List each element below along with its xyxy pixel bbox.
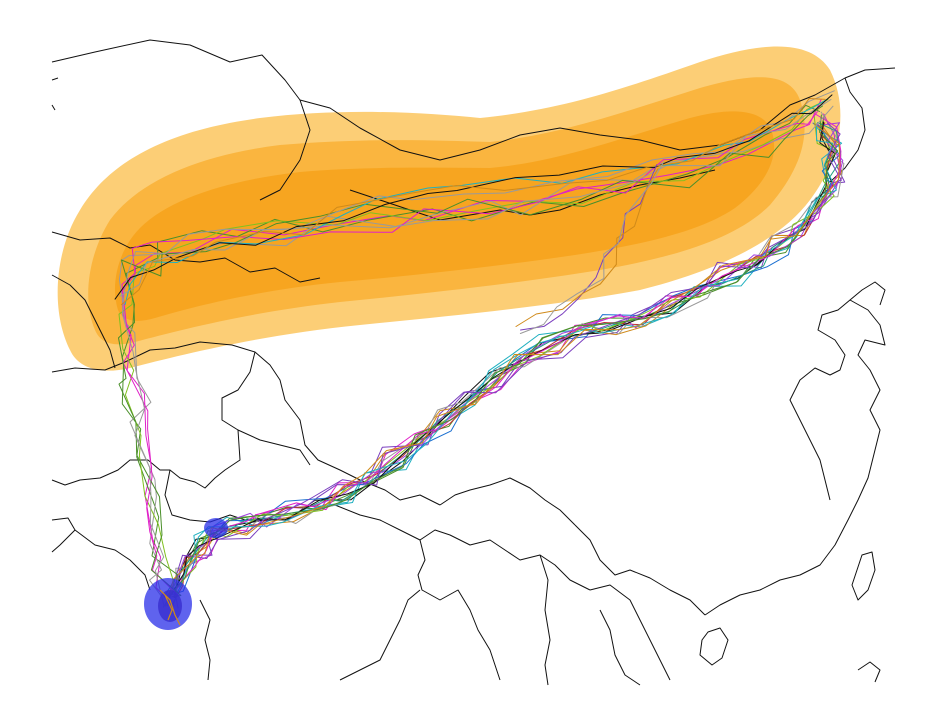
border-line [829, 77, 866, 183]
migration-track-east [168, 113, 843, 598]
border-line [334, 504, 591, 591]
border-line [439, 477, 576, 526]
border-line [51, 77, 59, 81]
border-line [857, 661, 881, 683]
border-line [539, 554, 551, 686]
migration-track-east [171, 122, 842, 596]
border-line [704, 299, 886, 616]
border-line [417, 539, 501, 681]
migration-track-east [168, 112, 837, 598]
border-line [339, 589, 421, 681]
border-line [259, 99, 311, 201]
migration-track-west [121, 111, 819, 596]
range-band-inner [114, 111, 775, 321]
migration-track-belt [120, 98, 826, 306]
border-line [51, 104, 56, 111]
migration-track-west [118, 105, 823, 598]
country-borders [51, 39, 896, 686]
border-line [199, 599, 211, 681]
border-line [237, 429, 311, 466]
border-line [849, 281, 886, 306]
migration-tracks [114, 90, 846, 609]
stopover-area-inland [204, 518, 228, 538]
migration-track-east [172, 123, 837, 608]
migration-track-east [163, 113, 842, 598]
border-line [574, 524, 706, 616]
migration-track-inland [519, 161, 665, 334]
migration-track-east [165, 123, 841, 607]
border-line [51, 39, 896, 161]
migration-track-west [121, 104, 820, 596]
border-line [599, 609, 641, 686]
border-line [51, 274, 116, 369]
migration-track-belt [114, 94, 833, 300]
border-line [589, 584, 671, 681]
stopover-tracks-detail [159, 589, 181, 626]
wintering-stopover-areas [144, 518, 228, 630]
border-line [51, 351, 256, 489]
migration-track-east [175, 111, 845, 597]
border-line [699, 627, 729, 666]
migration-track-east [165, 122, 841, 597]
border-line [51, 231, 321, 283]
border-line [74, 529, 151, 591]
border-line [851, 551, 876, 601]
border-line [51, 341, 441, 506]
